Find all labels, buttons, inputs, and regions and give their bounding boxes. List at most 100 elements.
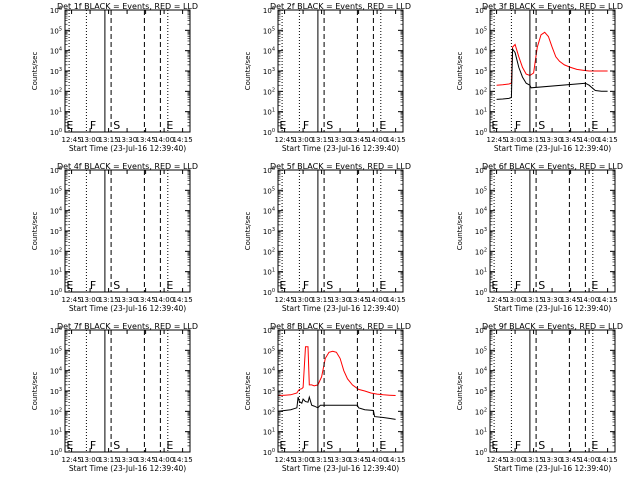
region-marker-label: E: [591, 439, 598, 452]
plot-frame: [64, 9, 191, 133]
x-axis-label: Start Time (23-Jul-16 12:39:40): [282, 304, 399, 313]
x-tick-label: 13:00: [80, 136, 100, 144]
y-tick-label: 102: [263, 87, 275, 96]
y-axis-label: Counts/sec: [244, 212, 252, 251]
x-tick-label: 14:00: [579, 456, 599, 464]
y-tick-label: 105: [263, 26, 275, 35]
region-marker-label: E: [491, 279, 498, 292]
x-tick-label: 12:45: [274, 296, 294, 304]
y-tick-label: 101: [263, 428, 275, 437]
region-marker-label: E: [279, 119, 286, 132]
chart-title: Det 5f BLACK = Events, RED = LLD: [270, 162, 411, 171]
region-marker-label: E: [491, 439, 498, 452]
region-marker-label: F: [515, 439, 521, 452]
x-tick-label: 12:45: [274, 456, 294, 464]
plot-frame: [489, 169, 616, 293]
region-marker-label: F: [515, 119, 521, 132]
plot-frame: [64, 169, 191, 293]
data-series-line: [278, 395, 396, 420]
y-tick-label: 101: [475, 108, 487, 117]
data-series-line: [278, 346, 396, 396]
x-tick-label: 13:45: [560, 456, 580, 464]
y-tick-label: 102: [50, 407, 62, 416]
y-tick-label: 100: [50, 448, 62, 457]
chart-title: Det 3f BLACK = Events, RED = LLD: [482, 2, 623, 11]
y-tick-label: 101: [50, 108, 62, 117]
y-tick-label: 104: [263, 207, 275, 216]
y-tick-label: 102: [475, 247, 487, 256]
region-marker-label: S: [538, 279, 545, 292]
x-tick-label: 13:00: [505, 456, 525, 464]
y-tick-label: 100: [50, 128, 62, 137]
x-axis-label: Start Time (23-Jul-16 12:39:40): [69, 464, 186, 473]
plot-frame: [489, 329, 616, 453]
y-tick-label: 106: [263, 326, 275, 335]
x-tick-label: 12:45: [486, 136, 506, 144]
region-marker-label: F: [303, 439, 309, 452]
x-tick-label: 14:00: [579, 136, 599, 144]
y-tick-label: 106: [263, 6, 275, 15]
y-tick-label: 102: [475, 87, 487, 96]
y-tick-label: 105: [475, 26, 487, 35]
y-tick-label: 104: [263, 367, 275, 376]
x-tick-label: 14:00: [367, 136, 387, 144]
y-tick-label: 105: [475, 346, 487, 355]
y-tick-label: 102: [50, 247, 62, 256]
x-tick-label: 13:15: [98, 296, 118, 304]
y-tick-label: 103: [50, 387, 62, 396]
y-tick-label: 104: [50, 47, 62, 56]
region-marker-label: E: [166, 119, 173, 132]
y-axis-label: Counts/sec: [31, 52, 39, 91]
region-marker-label: E: [379, 279, 386, 292]
chart-title: Det 2f BLACK = Events, RED = LLD: [270, 2, 411, 11]
y-tick-label: 101: [263, 268, 275, 277]
x-tick-label: 13:30: [330, 136, 350, 144]
y-tick-label: 104: [475, 367, 487, 376]
x-axis-label: Start Time (23-Jul-16 12:39:40): [494, 464, 611, 473]
region-marker-label: E: [66, 439, 73, 452]
x-tick-label: 14:00: [579, 296, 599, 304]
y-axis-label: Counts/sec: [456, 52, 464, 91]
x-tick-label: 13:45: [135, 296, 155, 304]
y-tick-label: 103: [50, 67, 62, 76]
x-axis-label: Start Time (23-Jul-16 12:39:40): [69, 304, 186, 313]
x-tick-label: 14:15: [386, 136, 406, 144]
y-tick-label: 106: [475, 166, 487, 175]
y-tick-label: 103: [263, 67, 275, 76]
y-tick-label: 104: [475, 47, 487, 56]
x-tick-label: 13:45: [348, 456, 368, 464]
x-tick-label: 13:15: [523, 456, 543, 464]
x-tick-label: 13:45: [348, 136, 368, 144]
x-tick-label: 12:45: [61, 296, 81, 304]
x-tick-label: 13:45: [560, 136, 580, 144]
region-marker-label: E: [491, 119, 498, 132]
y-tick-label: 103: [475, 67, 487, 76]
y-tick-label: 100: [263, 128, 275, 137]
y-tick-label: 100: [475, 288, 487, 297]
y-axis-label: Counts/sec: [456, 212, 464, 251]
x-tick-label: 13:45: [560, 296, 580, 304]
region-marker-label: E: [279, 439, 286, 452]
x-tick-label: 12:45: [61, 456, 81, 464]
x-tick-label: 13:45: [348, 296, 368, 304]
x-tick-label: 13:00: [505, 296, 525, 304]
y-tick-label: 101: [50, 428, 62, 437]
x-tick-label: 13:30: [330, 296, 350, 304]
y-tick-label: 102: [263, 407, 275, 416]
x-tick-label: 13:15: [98, 136, 118, 144]
y-tick-label: 102: [50, 87, 62, 96]
y-tick-label: 103: [263, 387, 275, 396]
y-tick-label: 106: [263, 166, 275, 175]
x-tick-label: 12:45: [61, 136, 81, 144]
y-tick-label: 106: [50, 166, 62, 175]
y-tick-label: 104: [475, 207, 487, 216]
y-tick-label: 100: [263, 448, 275, 457]
y-axis-label: Counts/sec: [456, 372, 464, 411]
x-tick-label: 13:30: [542, 296, 562, 304]
